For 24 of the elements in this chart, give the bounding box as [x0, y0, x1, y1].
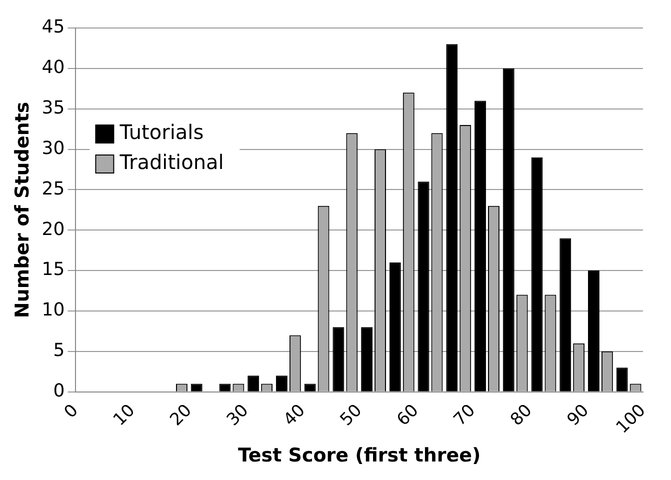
- legend-label: Tutorials: [118, 120, 204, 144]
- x-tick-label: 40: [280, 400, 310, 430]
- y-tick-label: 0: [53, 380, 65, 402]
- x-tick-label: 10: [110, 400, 140, 430]
- legend-label: Traditional: [118, 150, 224, 174]
- x-tick-label: 20: [166, 400, 196, 430]
- y-tick-label: 30: [42, 138, 65, 159]
- y-tick-label: 15: [42, 259, 65, 280]
- y-tick-label: 20: [42, 218, 65, 240]
- y-tick-label: 25: [42, 178, 65, 200]
- y-axis-title: Number of Students: [11, 102, 34, 318]
- y-tick-label: 5: [53, 340, 65, 362]
- x-axis-title: Test Score (first three): [238, 444, 481, 467]
- y-tick-label: 10: [42, 300, 65, 321]
- y-tick-label: 45: [42, 16, 65, 38]
- y-tick-label: 40: [42, 57, 65, 78]
- x-tick-label: 100: [612, 400, 650, 438]
- x-tick-label: 90: [563, 400, 593, 430]
- y-tick-label: 35: [42, 98, 65, 119]
- x-tick-label: 80: [506, 400, 536, 430]
- x-tick-label: 70: [450, 400, 480, 430]
- x-tick-label: 50: [336, 400, 366, 430]
- x-tick-label: 60: [393, 400, 423, 430]
- x-tick-label: 30: [223, 400, 253, 430]
